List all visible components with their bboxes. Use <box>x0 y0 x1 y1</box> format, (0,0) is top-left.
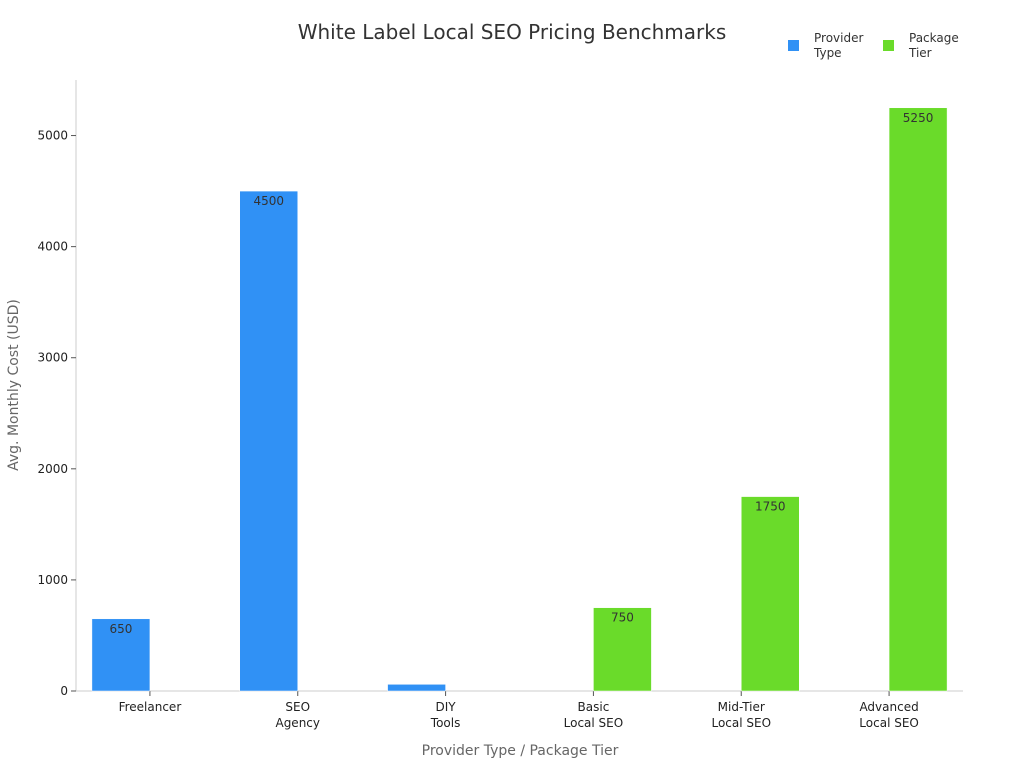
legend-swatch-provider-type <box>788 40 799 51</box>
x-tick-label: SEO Agency <box>275 700 320 730</box>
legend-label-package-tier: Package Tier <box>909 31 969 61</box>
legend-item-provider-type[interactable]: Provider Type <box>788 31 874 61</box>
x-tick-label-line: DIY <box>436 700 457 714</box>
legend-label-line: Type <box>814 46 842 60</box>
x-tick-label: Freelancer <box>119 700 182 714</box>
bar-value-label: 4500 <box>253 194 284 208</box>
legend-label-provider-type: Provider Type <box>814 31 874 61</box>
x-tick-label-line: SEO <box>285 700 310 714</box>
legend-label-line: Package <box>909 31 959 45</box>
legend-item-package-tier[interactable]: Package Tier <box>883 31 969 61</box>
y-tick-label: 1000 <box>37 573 68 587</box>
x-tick-label-line: Local SEO <box>711 716 771 730</box>
x-tick-label: Advanced Local SEO <box>859 700 919 730</box>
bar-package-tier <box>888 107 948 692</box>
legend-swatch-package-tier <box>883 40 894 51</box>
bar-package-tier <box>593 607 652 692</box>
x-tick-label: Mid-Tier Local SEO <box>711 700 771 730</box>
bar-value-label: 650 <box>109 622 132 636</box>
y-tick-label: 4000 <box>37 240 68 254</box>
x-tick-label-line: Local SEO <box>564 716 624 730</box>
x-tick-label-line: Agency <box>275 716 320 730</box>
y-tick-label: 2000 <box>37 462 68 476</box>
chart-title: White Label Local SEO Pricing Benchmarks <box>297 20 727 44</box>
y-tick-label: 0 <box>60 684 68 698</box>
y-tick-label: 3000 <box>37 351 68 365</box>
bar-provider-type <box>239 190 298 692</box>
x-tick-label-line: Local SEO <box>859 716 919 730</box>
x-tick-label-line: Tools <box>430 716 461 730</box>
legend-label-line: Tier <box>909 46 932 60</box>
bar-provider-type <box>387 684 446 692</box>
bar-value-label: 750 <box>611 611 634 625</box>
bar-value-label: 1750 <box>755 500 786 514</box>
bar-provider-type <box>91 618 151 692</box>
x-tick-label-line: Advanced <box>859 700 918 714</box>
x-tick-label-line: Freelancer <box>119 700 182 714</box>
bar-value-label: 5250 <box>903 111 934 125</box>
x-axis-title: Provider Type / Package Tier <box>422 743 619 759</box>
legend-label-line: Provider <box>814 31 864 45</box>
y-axis-title: Avg. Monthly Cost (USD) <box>6 299 22 471</box>
y-tick-label: 5000 <box>37 129 68 143</box>
x-tick-label-line: Mid-Tier <box>718 700 765 714</box>
x-tick-label: DIY Tools <box>430 700 461 730</box>
x-tick-label: Basic Local SEO <box>564 700 624 730</box>
bar-package-tier <box>741 496 800 692</box>
x-tick-label-line: Basic <box>578 700 610 714</box>
